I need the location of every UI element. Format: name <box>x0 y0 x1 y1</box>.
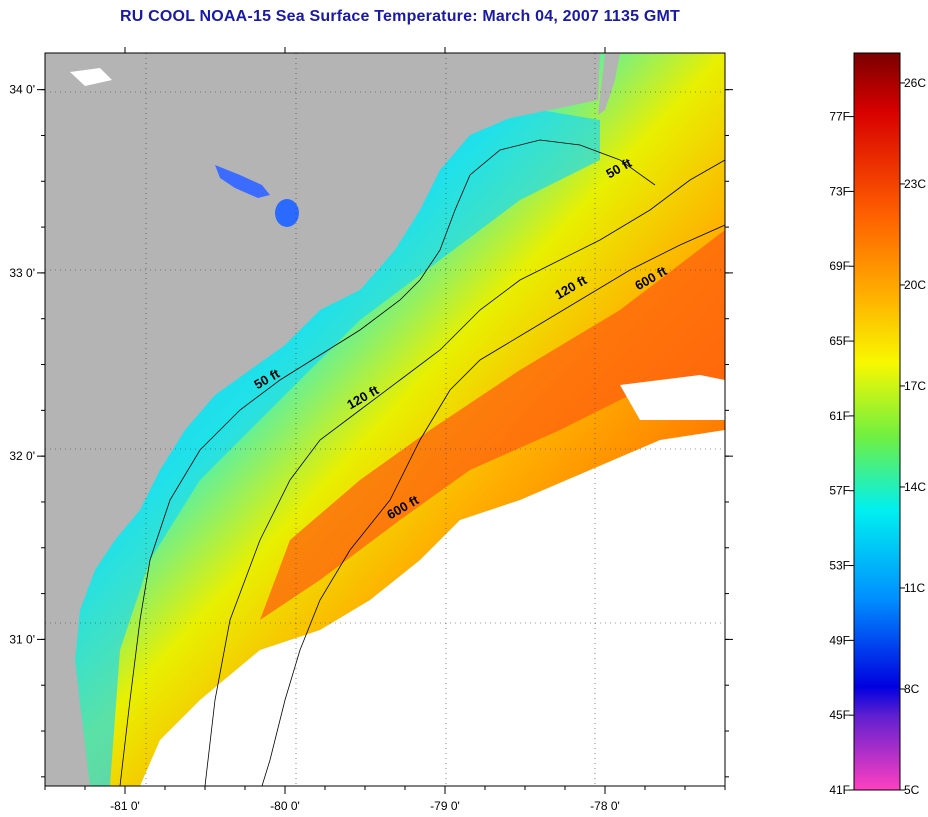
temperature-colorbar: 77F 73F 69F 65F 61F 57F 53F 49F 45F 41F 26C 23C 20C 1… <box>829 52 926 797</box>
colorbar-c-label: 17C <box>904 379 926 393</box>
cloud-patch <box>620 375 725 420</box>
colorbar-f-label: 65F <box>829 334 850 348</box>
contour-600ft <box>261 224 725 786</box>
colorbar-f-label: 61F <box>829 409 850 423</box>
colorbar-ticks <box>849 82 905 791</box>
lon-tick-label: -81 0' <box>110 799 140 813</box>
colorbar-c-label: 26C <box>904 76 926 90</box>
inland-water <box>70 68 112 86</box>
colorbar-c-label: 14C <box>904 480 926 494</box>
colorbar-f-label: 69F <box>829 259 850 273</box>
contour-120ft <box>204 159 725 786</box>
colorbar-c-label: 5C <box>904 783 920 797</box>
colorbar-f-label: 41F <box>829 783 850 797</box>
lat-tick-label: 33 0' <box>9 266 35 280</box>
land-area-north <box>598 53 620 115</box>
colorbar-labels: 77F 73F 69F 65F 61F 57F 53F 49F 45F 41F 26C 23C 20C 1… <box>829 76 926 797</box>
colorbar-f-label: 49F <box>829 633 850 647</box>
axis-ticks <box>37 47 733 794</box>
colorbar-gradient <box>853 52 901 791</box>
colorbar-f-label: 53F <box>829 559 850 573</box>
lat-tick-label: 34 0' <box>9 83 35 97</box>
lake-moultrie <box>275 199 299 227</box>
colorbar-c-label: 8C <box>904 682 920 696</box>
lat-tick-label: 32 0' <box>9 449 35 463</box>
map-title: RU COOL NOAA-15 Sea Surface Temperature:… <box>120 8 680 25</box>
colorbar-f-label: 73F <box>829 184 850 198</box>
colorbar-f-label: 57F <box>829 484 850 498</box>
map-frame <box>44 52 726 787</box>
lake-marion <box>215 165 270 198</box>
nearshore-cool-band <box>70 110 600 786</box>
lat-tick-label: 31 0' <box>9 632 35 646</box>
land-area <box>45 53 600 786</box>
colorbar-f-label: 45F <box>829 708 850 722</box>
lon-tick-label: -78 0' <box>590 799 620 813</box>
gulf-stream-band <box>260 230 725 620</box>
lon-tick-label: -79 0' <box>430 799 460 813</box>
contour-50ft <box>119 139 656 786</box>
colorbar-c-label: 11C <box>904 581 925 595</box>
colorbar-c-label: 23C <box>904 177 926 191</box>
colorbar-f-label: 77F <box>829 110 850 124</box>
axis-tick-labels: -81 0' -80 0' -79 0' -78 0' 34 0' 33 0' 32 0' 3… <box>9 83 619 813</box>
colorbar-c-label: 20C <box>904 278 926 292</box>
lon-tick-label: -80 0' <box>270 799 300 813</box>
graticule <box>45 53 725 786</box>
